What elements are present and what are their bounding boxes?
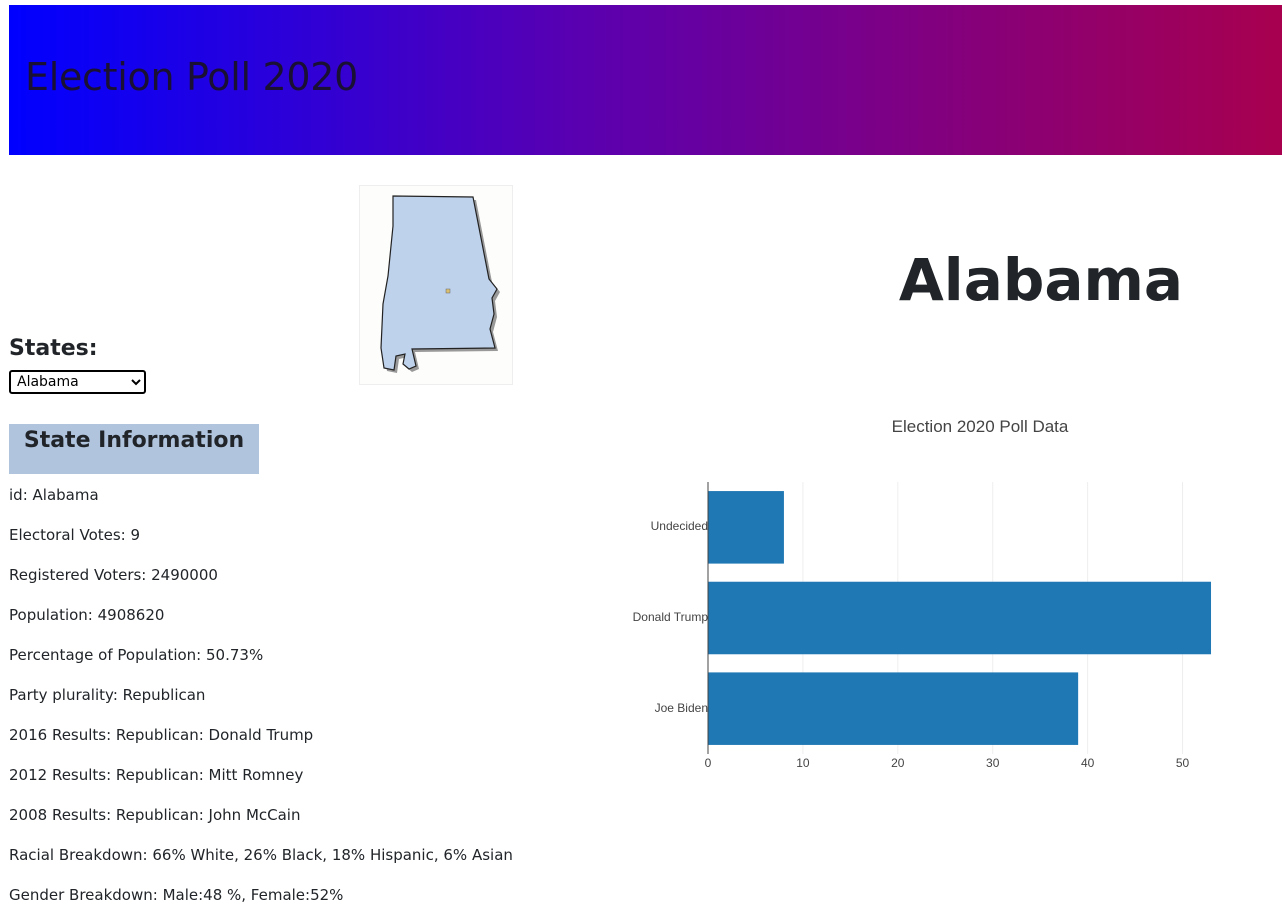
bar-undecided[interactable] [708,491,784,564]
state-information-title: State Information [23,428,245,453]
state-information-header: State Information [9,424,259,474]
category-label: Donald Trump [632,610,708,624]
info-gender-breakdown: Gender Breakdown: Male:48 %, Female:52% [9,886,344,904]
x-tick-label: 30 [986,756,1000,770]
x-tick-label: 0 [704,756,712,770]
x-tick-label: 10 [796,756,810,770]
category-label: Undecided [650,519,708,534]
alabama-map-icon [380,195,500,373]
chart-title: Election 2020 Poll Data [891,417,1069,436]
info-party-plurality: Party plurality: Republican [9,686,206,704]
x-tick-label: 50 [1175,756,1190,770]
info-id: id: Alabama [9,486,99,504]
info-racial-breakdown: Racial Breakdown: 66% White, 26% Black, … [9,846,513,864]
state-name-heading: Alabama [898,246,1184,314]
states-label: States: [9,336,98,361]
bar-donald-trump[interactable] [708,581,1212,655]
category-label: Joe Biden [654,700,708,715]
states-dropdown[interactable]: Alabama [9,370,146,394]
info-electoral-votes: Electoral Votes: 9 [9,526,141,544]
info-population: Population: 4908620 [9,606,165,624]
state-map-image [359,185,513,385]
bar-joe-biden[interactable] [708,672,1079,745]
page-header: Election Poll 2020 [9,5,1282,155]
info-2012-results: 2012 Results: Republican: Mitt Romney [9,766,304,784]
info-2008-results: 2008 Results: Republican: John McCain [9,806,301,824]
info-percentage-population: Percentage of Population: 50.73% [9,646,264,664]
page-title: Election Poll 2020 [25,55,359,99]
x-tick-label: 20 [891,756,905,770]
poll-bar-chart: Undecided Donald Trump Joe Biden 0 10 20 30 40 5… [600,470,1240,780]
chart-svg [707,482,1212,754]
info-2016-results: 2016 Results: Republican: Donald Trump [9,726,314,744]
info-registered-voters: Registered Voters: 2490000 [9,566,218,584]
x-tick-label: 40 [1080,756,1095,770]
